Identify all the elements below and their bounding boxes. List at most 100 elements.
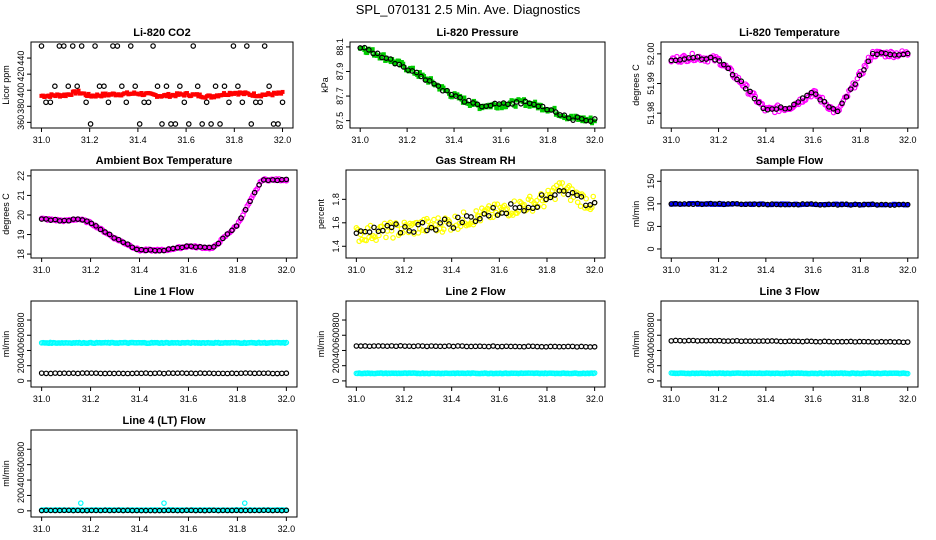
- y-tick-label: 21: [16, 190, 26, 200]
- x-tick-label: 31.4: [757, 265, 775, 275]
- data-point: [587, 118, 592, 123]
- x-tick-label: 31.6: [804, 265, 822, 275]
- data-point: [424, 343, 430, 350]
- data-point: [583, 119, 588, 124]
- data-point: [574, 344, 580, 350]
- data-point: [530, 205, 536, 212]
- data-point: [129, 370, 136, 377]
- data-point: [380, 227, 386, 234]
- data-point: [280, 89, 285, 94]
- data-point: [499, 106, 504, 111]
- data-point: [106, 370, 113, 377]
- data-point: [707, 337, 714, 344]
- x-tick-label: 31.6: [804, 394, 822, 404]
- data-point: [521, 207, 527, 214]
- data-point: [591, 343, 598, 350]
- data-point: [138, 370, 145, 377]
- x-tick-label: 31.0: [33, 135, 51, 145]
- data-point: [525, 196, 532, 202]
- data-point: [66, 370, 72, 377]
- data-point: [452, 213, 458, 220]
- y-tick-label: 200: [646, 358, 656, 373]
- data-point: [556, 180, 563, 186]
- x-tick-label: 31.4: [757, 394, 775, 404]
- data-point: [197, 370, 204, 376]
- data-point: [874, 339, 880, 345]
- x-tick-label: 31.2: [82, 265, 100, 275]
- x-tick-label: 31.0: [348, 265, 366, 275]
- data-point: [821, 338, 828, 345]
- y-tick-label: 50: [646, 221, 656, 231]
- data-point: [472, 343, 479, 350]
- x-tick-label: 31.6: [177, 135, 195, 145]
- data-point: [410, 65, 415, 70]
- data-point: [381, 52, 386, 57]
- data-point: [570, 117, 576, 123]
- data-point: [397, 229, 404, 236]
- data-point: [365, 51, 370, 56]
- data-point: [756, 338, 762, 344]
- y-tick-label: 0: [646, 246, 656, 251]
- data-point: [439, 229, 446, 235]
- data-point: [450, 343, 457, 350]
- data-point: [566, 183, 573, 189]
- plot-frame: [660, 41, 919, 129]
- data-point: [513, 99, 520, 105]
- data-point: [192, 370, 199, 377]
- data-point: [402, 224, 408, 230]
- data-point: [804, 92, 810, 99]
- data-point: [887, 338, 894, 345]
- data-point: [70, 370, 77, 376]
- data-point: [495, 211, 502, 217]
- panel-title: Sample Flow: [756, 155, 824, 167]
- data-point: [468, 343, 474, 350]
- data-point: [233, 370, 240, 377]
- y-tick-label: 380: [16, 99, 26, 114]
- data-point: [478, 103, 483, 108]
- data-point: [539, 103, 546, 110]
- x-tick-label: 31.0: [663, 265, 681, 275]
- data-point: [457, 94, 463, 101]
- data-point: [353, 343, 360, 349]
- data-point: [85, 94, 90, 99]
- data-point: [494, 201, 501, 207]
- data-point: [456, 220, 463, 227]
- data-point: [522, 98, 529, 105]
- data-point: [102, 370, 108, 377]
- x-tick-label: 31.6: [492, 135, 510, 145]
- data-point: [799, 338, 806, 345]
- data-points: [38, 176, 290, 254]
- data-point: [896, 339, 902, 345]
- y-tick-label: 0: [331, 378, 341, 383]
- data-point: [283, 176, 290, 183]
- x-tick-label: 31.2: [710, 135, 728, 145]
- data-point: [76, 88, 81, 93]
- data-point: [490, 204, 496, 211]
- data-point: [544, 107, 549, 112]
- y-tick-label: 400: [16, 473, 26, 488]
- data-point: [362, 343, 368, 349]
- data-point: [769, 338, 775, 344]
- data-point: [552, 192, 558, 198]
- data-point: [576, 117, 581, 122]
- data-point: [830, 106, 837, 112]
- x-tick-label: 31.4: [443, 265, 461, 275]
- data-point: [476, 213, 482, 219]
- data-point: [120, 239, 127, 246]
- data-point: [460, 209, 467, 215]
- data-point: [132, 83, 139, 90]
- data-point: [477, 343, 483, 350]
- plot-frame: [345, 300, 606, 388]
- data-point: [484, 105, 489, 110]
- data-point: [261, 43, 268, 49]
- data-point: [203, 99, 210, 106]
- data-point: [510, 98, 515, 103]
- y-tick-label: 420: [16, 67, 26, 82]
- data-point: [742, 85, 749, 92]
- data-point: [88, 220, 95, 227]
- data-point: [366, 46, 371, 51]
- data-point: [729, 71, 736, 78]
- data-point: [891, 339, 898, 345]
- data-point: [226, 93, 231, 98]
- data-point: [390, 235, 396, 241]
